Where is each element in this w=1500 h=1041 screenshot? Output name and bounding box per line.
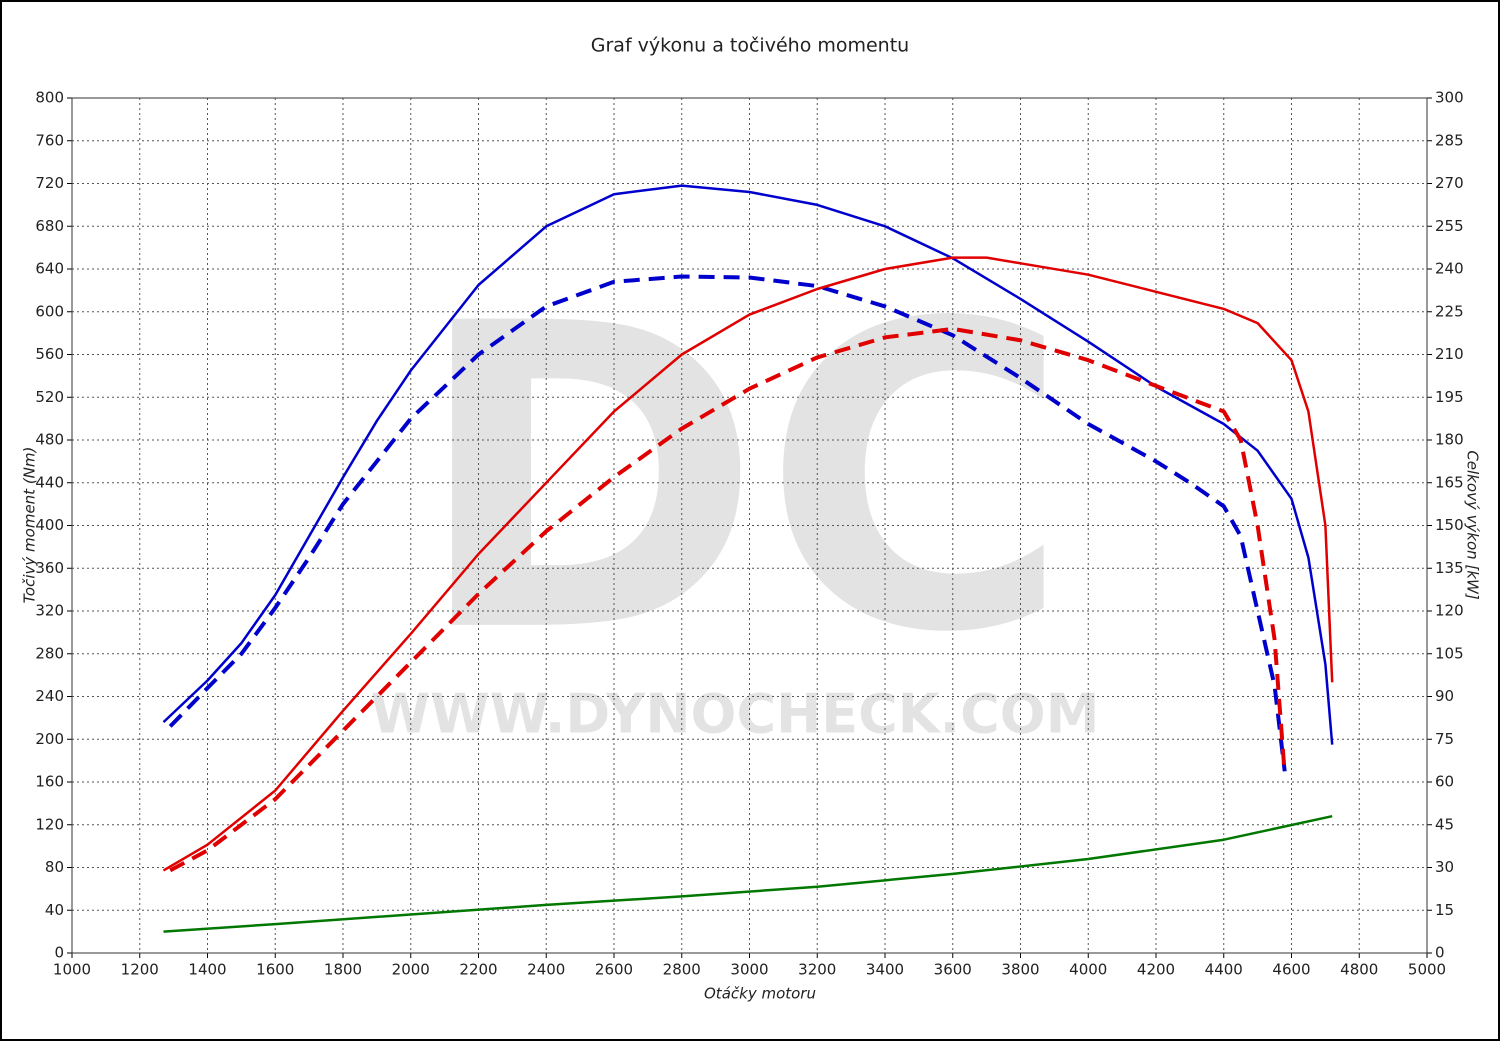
y2-tick-label: 300 [1435, 89, 1464, 107]
y2-axis-label: Celkový výkon [kW] [1464, 450, 1482, 600]
x-tick-label: 2800 [663, 961, 701, 979]
series-line [169, 326, 1287, 873]
y-tick-label: 560 [35, 345, 64, 363]
x-tick-label: 3200 [798, 961, 836, 979]
y-tick-label: 40 [45, 901, 64, 919]
y2-tick-label: 60 [1435, 773, 1454, 791]
y2-tick-label: 90 [1435, 687, 1454, 705]
x-tick-label: 2400 [527, 961, 565, 979]
x-tick-label: 2600 [595, 961, 633, 979]
x-tick-label: 3000 [730, 961, 768, 979]
y2-tick-label: 0 [1435, 944, 1445, 962]
y2-tick-label: 180 [1435, 431, 1464, 449]
y2-tick-label: 150 [1435, 516, 1464, 534]
y2-tick-label: 210 [1435, 345, 1464, 363]
y2-tick-label: 240 [1435, 260, 1464, 278]
y-tick-label: 440 [35, 473, 64, 491]
x-tick-label: 4600 [1272, 961, 1310, 979]
y2-tick-label: 75 [1435, 730, 1454, 748]
y2-tick-label: 195 [1435, 388, 1464, 406]
y-tick-label: 240 [35, 687, 64, 705]
watermark-url: WWW.DYNOCHECK.COM [371, 683, 1100, 746]
x-tick-label: 2200 [459, 961, 497, 979]
y2-tick-label: 120 [1435, 602, 1464, 620]
watermark: DC WWW.DYNOCHECK.COM [371, 236, 1100, 746]
y-axis-label: Točivý moment (Nm) [21, 447, 39, 604]
series-line [162, 184, 1334, 745]
chart-title: Graf výkonu a točivého momentu [591, 35, 909, 57]
y2-tick-label: 45 [1435, 815, 1454, 833]
y2-tick-label: 135 [1435, 559, 1464, 577]
x-tick-label: 4200 [1137, 961, 1175, 979]
y-tick-label: 720 [35, 174, 64, 192]
y-tick-label: 0 [54, 944, 64, 962]
y-tick-label: 640 [35, 260, 64, 278]
x-tick-label: 2000 [392, 961, 430, 979]
y-tick-label: 200 [35, 730, 64, 748]
y-tick-label: 800 [35, 89, 64, 107]
y2-tick-label: 15 [1435, 901, 1454, 919]
plot-border [71, 97, 1428, 954]
x-tick-label: 3600 [934, 961, 972, 979]
series-line [162, 256, 1334, 872]
x-tick-label: 1200 [121, 961, 159, 979]
y2-tick-label: 30 [1435, 858, 1454, 876]
y-tick-label: 400 [35, 516, 64, 534]
series-line [163, 814, 1333, 933]
y-tick-label: 120 [35, 815, 64, 833]
y-tick-label: 280 [35, 644, 64, 662]
y-tick-label: 80 [45, 858, 64, 876]
y-tick-label: 160 [35, 773, 64, 791]
x-tick-label: 4400 [1205, 961, 1243, 979]
x-tick-label: 1400 [188, 961, 226, 979]
x-tick-label: 1000 [53, 961, 91, 979]
series-line [168, 274, 1287, 772]
y2-tick-label: 225 [1435, 302, 1464, 320]
x-tick-label: 4000 [1069, 961, 1107, 979]
y-tick-label: 760 [35, 131, 64, 149]
x-tick-label: 1800 [324, 961, 362, 979]
x-tick-label: 4800 [1340, 961, 1378, 979]
y-tick-label: 680 [35, 217, 64, 235]
y2-tick-label: 270 [1435, 174, 1464, 192]
y2-tick-label: 255 [1435, 217, 1464, 235]
x-tick-label: 5000 [1408, 961, 1446, 979]
x-tick-label: 3800 [1001, 961, 1039, 979]
y2-tick-label: 105 [1435, 644, 1464, 662]
y2-tick-label: 165 [1435, 473, 1464, 491]
x-tick-label: 3400 [866, 961, 904, 979]
watermark-logo: DC [414, 236, 1071, 725]
y-tick-label: 520 [35, 388, 64, 406]
y-tick-label: 320 [35, 602, 64, 620]
y-tick-label: 360 [35, 559, 64, 577]
y-tick-label: 600 [35, 302, 64, 320]
y-tick-label: 480 [35, 431, 64, 449]
x-axis-label: Otáčky motoru [704, 985, 816, 1003]
x-tick-label: 1600 [256, 961, 294, 979]
y2-tick-label: 285 [1435, 131, 1464, 149]
